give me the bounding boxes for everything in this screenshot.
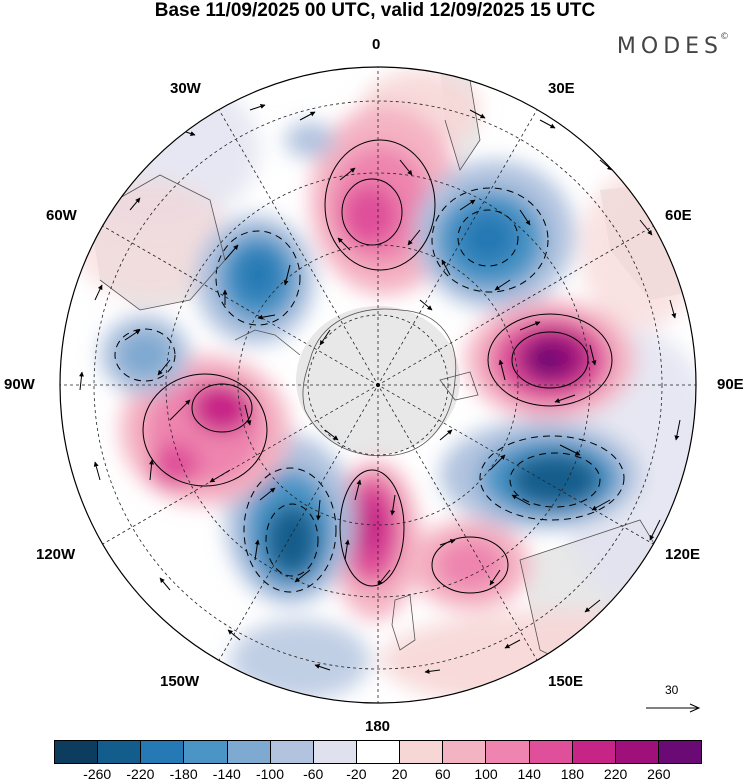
label-120e: 120E bbox=[665, 546, 701, 563]
contour-lines bbox=[114, 139, 625, 594]
colorbar-swatch bbox=[313, 741, 357, 763]
copyright-mark: © bbox=[720, 31, 729, 42]
colorbar-swatch bbox=[227, 741, 271, 763]
colorbar-tick-label: 100 bbox=[474, 766, 498, 782]
colorbar-swatch bbox=[572, 741, 616, 763]
colorbar-swatch bbox=[356, 741, 401, 763]
colorbar-tick-label: 260 bbox=[647, 766, 671, 782]
map-disk bbox=[60, 67, 696, 703]
colorbar-swatch bbox=[98, 741, 142, 763]
colorbar bbox=[54, 740, 702, 764]
label-90e: 90E bbox=[717, 376, 744, 393]
brand-name: MODES bbox=[616, 34, 723, 59]
colorbar-tick-label: 140 bbox=[517, 766, 541, 782]
colorbar-tick-label: 220 bbox=[603, 766, 628, 782]
chart-title: Base 11/09/2025 00 UTC, valid 12/09/2025… bbox=[154, 0, 596, 21]
label-60w: 60W bbox=[46, 207, 77, 224]
colorbar-swatch bbox=[400, 741, 444, 763]
label-90w: 90W bbox=[4, 376, 35, 393]
colorbar-ticks: -260 -220 -180 -140 -100 -60 -20 20 60 100 140 180 2… bbox=[0, 766, 750, 783]
colorbar-tick-label: -220 bbox=[126, 766, 155, 782]
label-180: 180 bbox=[365, 718, 391, 735]
label-150w: 150W bbox=[160, 673, 200, 690]
colorbar-tick-label: 180 bbox=[560, 766, 585, 782]
colorbar-tick-label: 20 bbox=[391, 766, 408, 782]
colorbar-tick-label: -260 bbox=[83, 766, 112, 782]
colorbar-swatch bbox=[141, 741, 185, 763]
colorbar-swatch bbox=[615, 741, 659, 763]
colorbar-tick-label: -100 bbox=[255, 766, 285, 782]
colorbar-tick-label: -60 bbox=[303, 766, 324, 782]
modes-logo: MODES© bbox=[616, 31, 732, 59]
map-border bbox=[59, 66, 697, 704]
label-120w: 120W bbox=[36, 546, 76, 563]
colorbar-tick-label: -20 bbox=[346, 766, 367, 782]
colorbar-swatch bbox=[529, 741, 573, 763]
colorbar-swatch bbox=[443, 741, 487, 763]
wind-vectors bbox=[79, 104, 681, 674]
colorbar-swatch bbox=[486, 741, 530, 763]
label-30w: 30W bbox=[170, 80, 201, 97]
label-30e: 30E bbox=[548, 80, 575, 97]
south-pole-marker bbox=[376, 383, 380, 387]
colorbar-tick-label: -140 bbox=[212, 766, 241, 782]
label-60e: 60E bbox=[665, 207, 692, 224]
colorbar-tick-label: -180 bbox=[169, 766, 198, 782]
colorbar-swatch bbox=[270, 741, 314, 763]
colorbar-tick-label: 60 bbox=[435, 766, 451, 782]
colorbar-swatch bbox=[184, 741, 228, 763]
colorbar-swatch bbox=[658, 741, 702, 763]
colorbar-swatch bbox=[55, 741, 99, 763]
reference-vector-label: 30 bbox=[665, 683, 679, 697]
reference-vector-arrow bbox=[646, 703, 701, 713]
label-0: 0 bbox=[372, 36, 381, 53]
label-150e: 150E bbox=[548, 673, 584, 690]
